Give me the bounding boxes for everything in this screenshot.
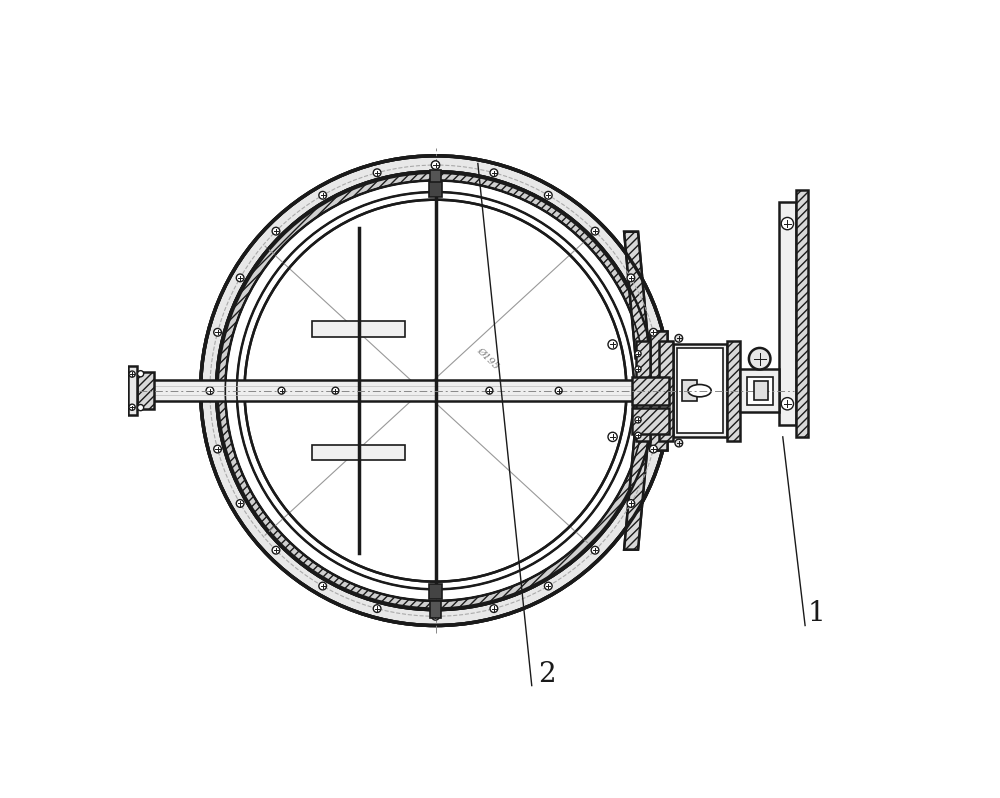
Bar [137,372,154,409]
Circle shape [432,612,439,620]
Polygon shape [624,423,650,550]
Circle shape [749,348,770,369]
Circle shape [544,192,552,200]
Circle shape [272,547,280,554]
Circle shape [608,340,617,349]
Circle shape [272,227,280,235]
Bar [754,381,768,400]
Bar [632,377,669,405]
Circle shape [544,583,552,590]
Circle shape [138,370,144,377]
Circle shape [201,156,670,626]
Circle shape [216,172,655,610]
Circle shape [373,169,381,176]
Polygon shape [624,231,650,358]
Circle shape [635,366,641,372]
Circle shape [214,445,221,453]
Bar [677,348,723,433]
Circle shape [627,274,635,282]
Bar [429,584,442,599]
Bar [312,322,405,337]
Bar [727,341,740,440]
Circle shape [490,169,498,176]
Bar [673,345,727,437]
Circle shape [635,433,641,438]
Circle shape [214,329,221,336]
Circle shape [278,387,285,394]
Circle shape [650,445,657,453]
Circle shape [185,140,686,641]
Bar [779,202,796,425]
Circle shape [555,387,562,394]
Circle shape [675,439,683,447]
Circle shape [319,583,327,590]
Circle shape [486,387,493,394]
Circle shape [675,334,683,342]
Circle shape [591,227,599,235]
Bar [682,380,697,401]
Circle shape [432,161,439,169]
Circle shape [129,404,135,410]
Circle shape [781,217,794,230]
Ellipse shape [688,385,711,397]
Bar [650,331,667,450]
Polygon shape [624,231,650,358]
Circle shape [608,433,617,441]
Bar [650,331,667,450]
Circle shape [591,547,599,554]
Circle shape [138,405,144,411]
Bar [429,182,442,197]
Bar [655,380,666,401]
Bar [796,191,808,437]
Circle shape [635,417,641,423]
Bar [636,341,650,440]
Bar [151,380,655,401]
Bar [740,369,779,412]
Bar [632,408,669,434]
Polygon shape [624,423,650,550]
Bar [430,601,441,618]
Circle shape [373,605,381,612]
Bar [312,444,405,460]
Bar [659,341,673,440]
Circle shape [236,500,244,508]
Bar [128,366,137,415]
Circle shape [236,274,244,282]
Circle shape [431,161,440,169]
Circle shape [490,605,498,612]
Circle shape [319,192,327,200]
Wedge shape [218,172,653,609]
Circle shape [635,350,641,357]
Circle shape [781,397,794,410]
Text: 2: 2 [538,661,556,688]
Text: 1: 1 [808,600,826,627]
Circle shape [129,371,135,377]
Circle shape [206,387,214,394]
Circle shape [332,387,339,394]
Circle shape [650,329,657,336]
Bar [430,170,441,187]
Circle shape [657,387,665,394]
Circle shape [245,200,626,582]
Bar [747,377,773,405]
Circle shape [627,500,635,508]
Text: Ø195: Ø195 [475,346,501,371]
